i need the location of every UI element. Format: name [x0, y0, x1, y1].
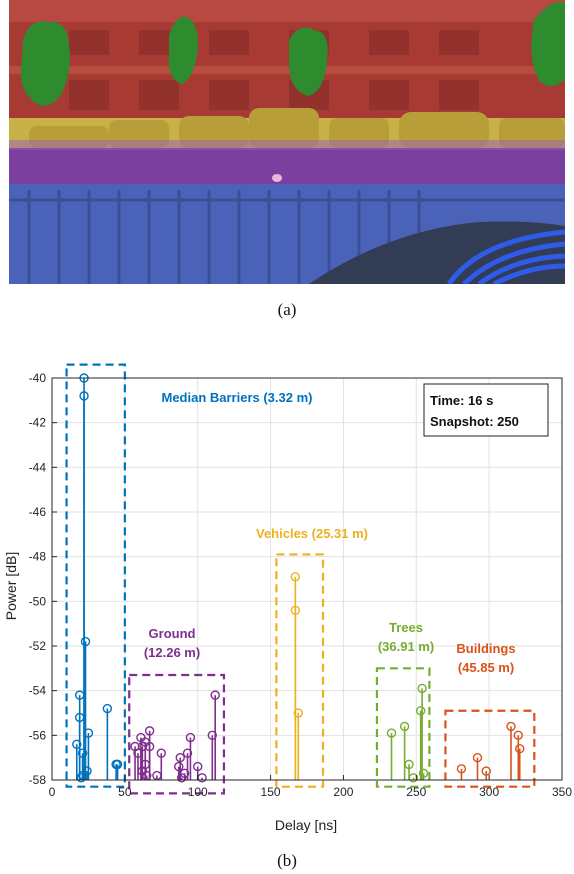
data-point	[156, 748, 166, 758]
data-point	[77, 748, 88, 758]
series-0	[65, 363, 126, 788]
y-tick-label: -52	[29, 639, 47, 653]
y-tick-label: -54	[29, 684, 47, 698]
data-point	[174, 761, 184, 772]
data-point	[290, 605, 301, 615]
data-point	[290, 572, 301, 582]
data-point	[415, 706, 426, 716]
data-point	[193, 761, 203, 772]
y-tick-label: -50	[29, 594, 47, 608]
x-tick-label: 50	[118, 785, 132, 799]
series-2	[275, 553, 325, 788]
data-point	[456, 764, 467, 774]
data-point	[83, 728, 94, 738]
x-tick-label: 250	[406, 785, 426, 799]
data-point	[418, 768, 429, 778]
y-tick-label: -42	[29, 416, 47, 430]
data-point	[79, 391, 89, 401]
x-tick-label: 0	[49, 785, 56, 799]
series-label: (36.91 m)	[378, 639, 434, 654]
data-point	[144, 726, 155, 736]
data-point	[472, 752, 483, 763]
x-tick-label: 300	[479, 785, 499, 799]
cluster-box	[65, 363, 126, 788]
segmented-street-scene	[9, 0, 565, 284]
data-point	[506, 721, 516, 732]
series-label: (12.26 m)	[144, 645, 200, 660]
series-1	[128, 673, 226, 795]
data-point	[408, 773, 419, 783]
series-3	[375, 667, 431, 788]
data-point	[417, 683, 427, 694]
data-point	[513, 730, 523, 741]
cluster-box	[128, 673, 226, 795]
series-label: Trees	[389, 620, 423, 635]
data-point	[82, 766, 92, 776]
series-label: (45.85 m)	[458, 660, 514, 675]
x-tick-label: 350	[552, 785, 572, 799]
data-point	[515, 744, 525, 754]
data-point	[72, 739, 82, 749]
data-point	[185, 732, 196, 743]
y-tick-label: -44	[29, 460, 47, 474]
data-point	[293, 708, 303, 718]
x-tick-label: 200	[333, 785, 353, 799]
caption-a: (a)	[277, 300, 297, 319]
series-label: Median Barriers (3.32 m)	[161, 390, 312, 405]
data-point	[481, 766, 491, 776]
series-label: Vehicles (25.31 m)	[256, 526, 368, 541]
x-tick-label: 150	[261, 785, 281, 799]
x-tick-label: 100	[188, 785, 208, 799]
delay-power-chart: 0 50 100 150 200 250 300 350 -40 -42 -44 -46 -48 -50 -…	[3, 363, 573, 833]
series-label: Buildings	[456, 641, 515, 656]
series-group	[65, 363, 536, 795]
cluster-box	[375, 667, 431, 788]
y-tick-label: -40	[29, 371, 47, 385]
cluster-box	[275, 553, 325, 788]
series-label: Ground	[149, 626, 196, 641]
info-box-time: Time: 16 s	[430, 393, 493, 408]
y-axis-label: Power [dB]	[3, 552, 19, 620]
info-box: Time: 16 s Snapshot: 250	[423, 383, 549, 437]
data-point	[404, 759, 414, 770]
data-point	[399, 721, 410, 732]
data-point	[175, 752, 185, 763]
data-point	[80, 636, 91, 647]
data-point	[210, 690, 220, 700]
data-point	[386, 728, 397, 738]
plot-frame	[51, 377, 563, 781]
data-point	[207, 730, 217, 741]
data-point	[112, 759, 123, 770]
y-tick-label: -46	[29, 505, 47, 519]
y-tick-label: -56	[29, 728, 47, 742]
info-box-snapshot: Snapshot: 250	[430, 414, 519, 429]
series-4	[444, 709, 536, 788]
y-tick-label: -58	[29, 773, 47, 787]
data-point	[102, 703, 113, 714]
y-tick-label: -48	[29, 550, 47, 564]
series-labels: Median Barriers (3.32 m) Ground (12.26 m) V…	[144, 390, 516, 675]
x-axis-label: Delay [ns]	[275, 817, 337, 833]
data-point	[179, 768, 190, 778]
cluster-box	[444, 709, 536, 788]
axes: 0 50 100 150 200 250 300 350 -40 -42 -44 -46 -48 -50 -…	[29, 371, 573, 799]
data-point	[182, 748, 193, 758]
caption-b: (b)	[277, 851, 297, 870]
